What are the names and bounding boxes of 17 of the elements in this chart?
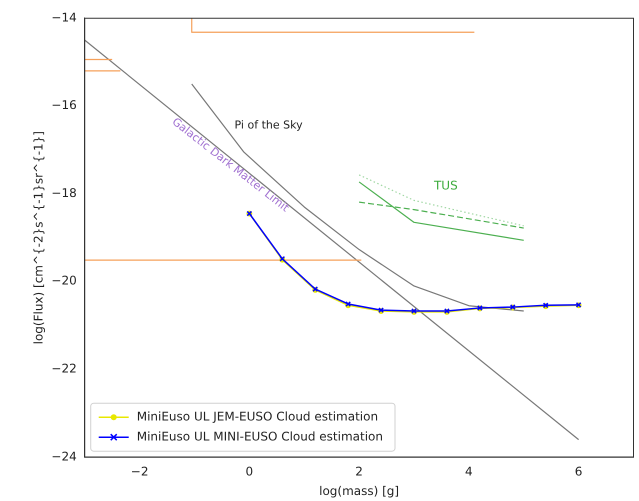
y-tick-label: −16 <box>51 98 77 112</box>
x-tick-label: 4 <box>465 464 473 479</box>
legend-label: MiniEuso UL JEM-EUSO Cloud estimation <box>136 409 378 424</box>
x-axis-title: log(mass) [g] <box>319 484 400 498</box>
x-tick-label: 0 <box>246 464 254 479</box>
x-tick-label: −2 <box>130 464 148 479</box>
y-tick-label: −24 <box>51 449 77 464</box>
x-tick-label: 6 <box>574 464 582 479</box>
y-axis-title: log(Flux) [cm^{-2}s^{-1}sr^{-1}] <box>31 131 46 344</box>
y-tick-label: −20 <box>51 274 77 288</box>
y-tick-label: −14 <box>51 10 77 24</box>
x-tick-label: 2 <box>355 464 363 479</box>
y-tick-label: −22 <box>51 362 77 376</box>
annotation: Pi of the Sky <box>234 118 304 132</box>
legend-label: MiniEuso UL MINI-EUSO Cloud estimation <box>136 429 384 444</box>
y-tick-label: −18 <box>51 186 77 200</box>
annotation: TUS <box>432 178 458 192</box>
